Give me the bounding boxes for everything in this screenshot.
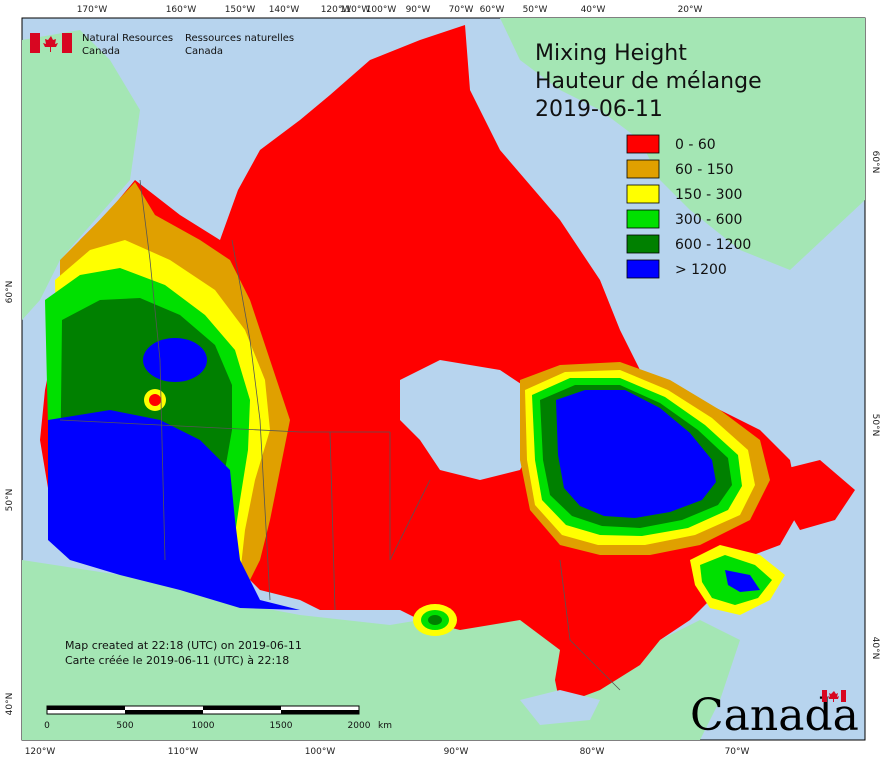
bottom-tick-label: 120°W: [25, 747, 56, 757]
agency-fr-line1: Ressources naturelles: [185, 33, 294, 44]
scale-seg-4: [281, 710, 359, 714]
top-tick-label: 90°W: [406, 5, 431, 15]
top-tick-label: 120°W: [321, 5, 352, 15]
border-sk-mb: [329, 431, 336, 611]
wordmark-maple-leaf-icon: [828, 691, 839, 702]
maple-leaf-icon: [43, 36, 58, 52]
title-en: Mixing Height: [535, 41, 687, 66]
scale-label: 1500: [270, 721, 293, 731]
legend-label: 60 - 150: [675, 162, 734, 178]
bottom-ticks: 120°W 110°W 100°W 90°W 80°W 70°W: [25, 747, 750, 757]
scale-seg-1: [47, 706, 125, 710]
scale-seg-2: [125, 710, 203, 714]
left-tick-label: 60°N: [5, 281, 15, 304]
right-tick-label: 50°N: [870, 414, 880, 437]
canada-mixing-height: [40, 25, 855, 725]
top-tick-label: 110°W: [340, 5, 371, 15]
top-tick-label: 20°W: [678, 5, 703, 15]
wordmark-flag-left: [822, 690, 827, 702]
legend-label: 0 - 60: [675, 137, 716, 153]
top-tick-label: 60°W: [480, 5, 505, 15]
right-ticks: 60°N 50°N 40°N: [870, 151, 880, 660]
top-tick-label: 100°W: [366, 5, 397, 15]
legend-swatch: [626, 259, 660, 279]
bottom-tick-label: 90°W: [444, 747, 469, 757]
scale-unit: km: [378, 721, 392, 731]
legend-swatch: [626, 184, 660, 204]
zone-over-1200-east: [556, 390, 716, 518]
zone-over-1200-west: [48, 410, 300, 610]
border-60n: [59, 419, 390, 433]
created-en: Map created at 22:18 (UTC) on 2019-06-11: [65, 639, 302, 652]
greenland-land: [500, 18, 865, 270]
border-mb-on: [389, 432, 431, 561]
top-tick-label: 170°W: [77, 5, 108, 15]
top-tick-label: 140°W: [269, 5, 300, 15]
border-nwt-nunavut: [231, 239, 271, 601]
top-tick-label: 50°W: [523, 5, 548, 15]
zone-over-1200-nwt: [143, 338, 207, 382]
left-ticks: 60°N 50°N 40°N: [5, 281, 15, 716]
top-tick-label: 150°W: [225, 5, 256, 15]
legend-swatch: [626, 134, 660, 154]
hotspot-red: [149, 394, 161, 406]
created-fr: Carte créée le 2019-06-11 (UTC) à 22:18: [65, 654, 289, 667]
hotspot-ontario-darkgreen: [428, 615, 442, 625]
legend: 0 - 60 60 - 150 150 - 300 300 - 600 600 - 12…: [626, 134, 751, 279]
scale-label: 1000: [192, 721, 215, 731]
newfoundland-red: [780, 460, 855, 530]
left-tick-label: 50°N: [5, 489, 15, 512]
top-tick-label: 160°W: [166, 5, 197, 15]
top-tick-label: 70°W: [449, 5, 474, 15]
legend-label: 150 - 300: [675, 187, 742, 203]
scale-label: 500: [116, 721, 133, 731]
hudson-bay: [400, 360, 540, 480]
right-tick-label: 40°N: [870, 637, 880, 660]
bottom-tick-label: 70°W: [725, 747, 750, 757]
flag-left-bar: [30, 33, 40, 53]
legend-swatch: [626, 234, 660, 254]
top-tick-label: 40°W: [581, 5, 606, 15]
agency-block: Natural Resources Canada Ressources natu…: [30, 33, 294, 57]
legend-swatch: [626, 159, 660, 179]
agency-en-line1: Natural Resources: [82, 33, 173, 44]
map-date: 2019-06-11: [535, 97, 663, 122]
flag-right-bar: [62, 33, 72, 53]
great-lakes: [520, 690, 600, 725]
scale-seg-3: [203, 706, 281, 710]
legend-swatch: [626, 209, 660, 229]
title-block: Mixing Height Hauteur de mélange 2019-06…: [535, 41, 762, 122]
provincial-borders: [59, 179, 621, 691]
legend-label: 300 - 600: [675, 212, 742, 228]
scale-label: 0: [44, 721, 50, 731]
bottom-tick-label: 100°W: [305, 747, 336, 757]
bottom-tick-label: 110°W: [168, 747, 199, 757]
left-tick-label: 40°N: [5, 693, 15, 716]
legend-label: 600 - 1200: [675, 237, 751, 253]
alaska-land: [22, 30, 140, 320]
bottom-tick-label: 80°W: [580, 747, 605, 757]
zone-maritimes-blue: [725, 570, 760, 592]
scale-label: 2000: [348, 721, 371, 731]
border-yukon-nwt: [139, 179, 166, 561]
border-on-qc: [559, 559, 621, 691]
right-tick-label: 60°N: [870, 151, 880, 174]
title-fr: Hauteur de mélange: [535, 69, 762, 94]
scale-bar: 0 500 1000 1500 2000 km: [44, 705, 392, 731]
wordmark-flag-right: [841, 690, 846, 702]
agency-fr-line2: Canada: [185, 46, 223, 57]
canada-wordmark: Canada: [690, 690, 859, 741]
legend-label: > 1200: [675, 262, 727, 278]
agency-en-line2: Canada: [82, 46, 120, 57]
